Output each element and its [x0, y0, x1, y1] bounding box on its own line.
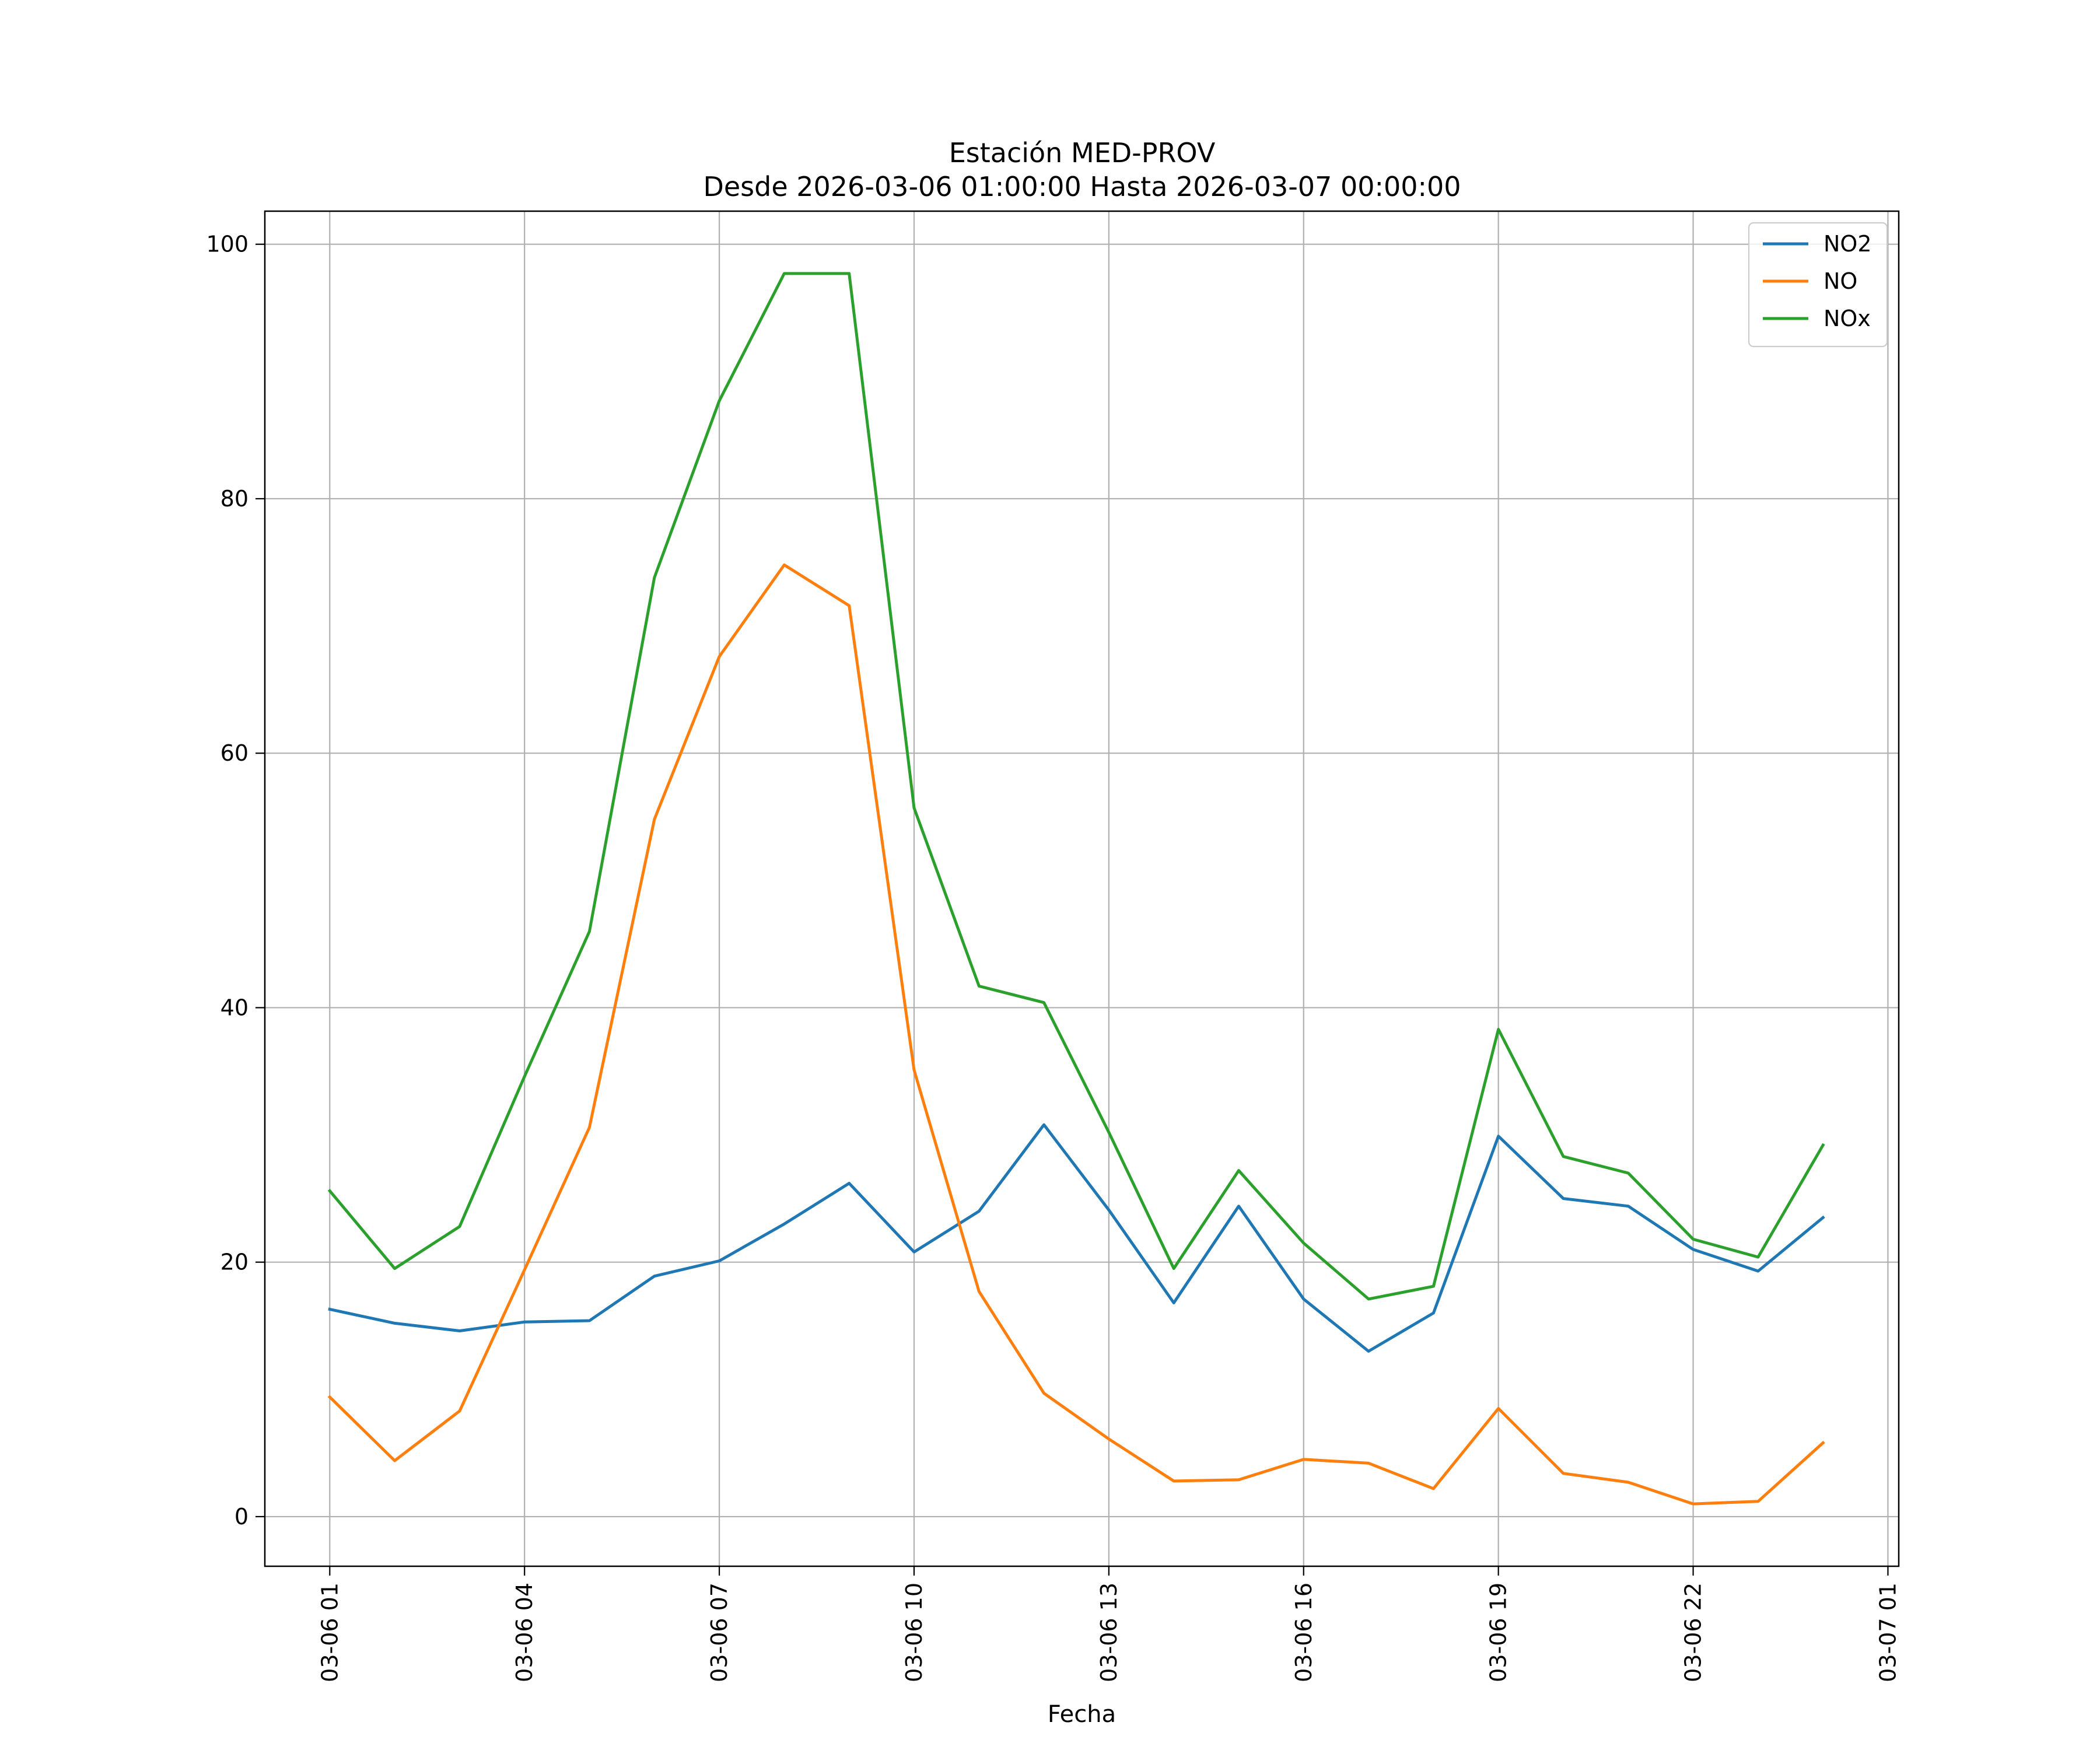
- y-tick-label: 40: [220, 995, 249, 1020]
- y-tick-label: 60: [220, 740, 249, 766]
- y-tick-label: 20: [220, 1250, 249, 1275]
- x-axis-label: Fecha: [1048, 1701, 1116, 1728]
- x-tick-label: 03-07 01: [1875, 1583, 1901, 1682]
- series-line-nox: [327, 272, 1825, 1301]
- x-tick-label: 03-06 22: [1681, 1583, 1706, 1682]
- legend-box: [1748, 222, 1888, 348]
- plot-frame: [264, 210, 1900, 1567]
- x-tick-label: 03-06 13: [1096, 1583, 1122, 1682]
- y-tick-label: 80: [220, 486, 249, 512]
- series-lines: [327, 272, 1825, 1506]
- chart-title: Estación MED-PROV Desde 2026-03-06 01:00…: [703, 137, 1461, 202]
- grid: [265, 211, 1899, 1566]
- y-tick-label: 0: [235, 1504, 249, 1530]
- series-line-no: [327, 563, 1825, 1506]
- axis-ticks: 03-06 01 03-06 04 03-06 07 03-06 10 03-06 13…: [206, 232, 1901, 1682]
- x-tick-label: 03-06 04: [512, 1583, 537, 1682]
- x-tick-label: 03-06 07: [706, 1583, 732, 1682]
- legend-label: NOx: [1824, 306, 1871, 331]
- series-line-no2: [328, 1123, 1825, 1353]
- legend-label: NO: [1824, 268, 1857, 294]
- x-tick-label: 03-06 01: [317, 1583, 342, 1682]
- x-tick-label: 03-06 10: [901, 1583, 927, 1682]
- chart-title-line2: Desde 2026-03-06 01:00:00 Hasta 2026-03-…: [703, 171, 1461, 202]
- x-tick-label: 03-06 16: [1291, 1583, 1317, 1682]
- x-tick-label: 03-06 19: [1486, 1583, 1511, 1682]
- legend: NO2 NO NOx: [1748, 222, 1888, 348]
- legend-label: NO2: [1824, 231, 1872, 257]
- y-tick-label: 100: [206, 232, 249, 257]
- chart-title-line1: Estación MED-PROV: [949, 137, 1216, 169]
